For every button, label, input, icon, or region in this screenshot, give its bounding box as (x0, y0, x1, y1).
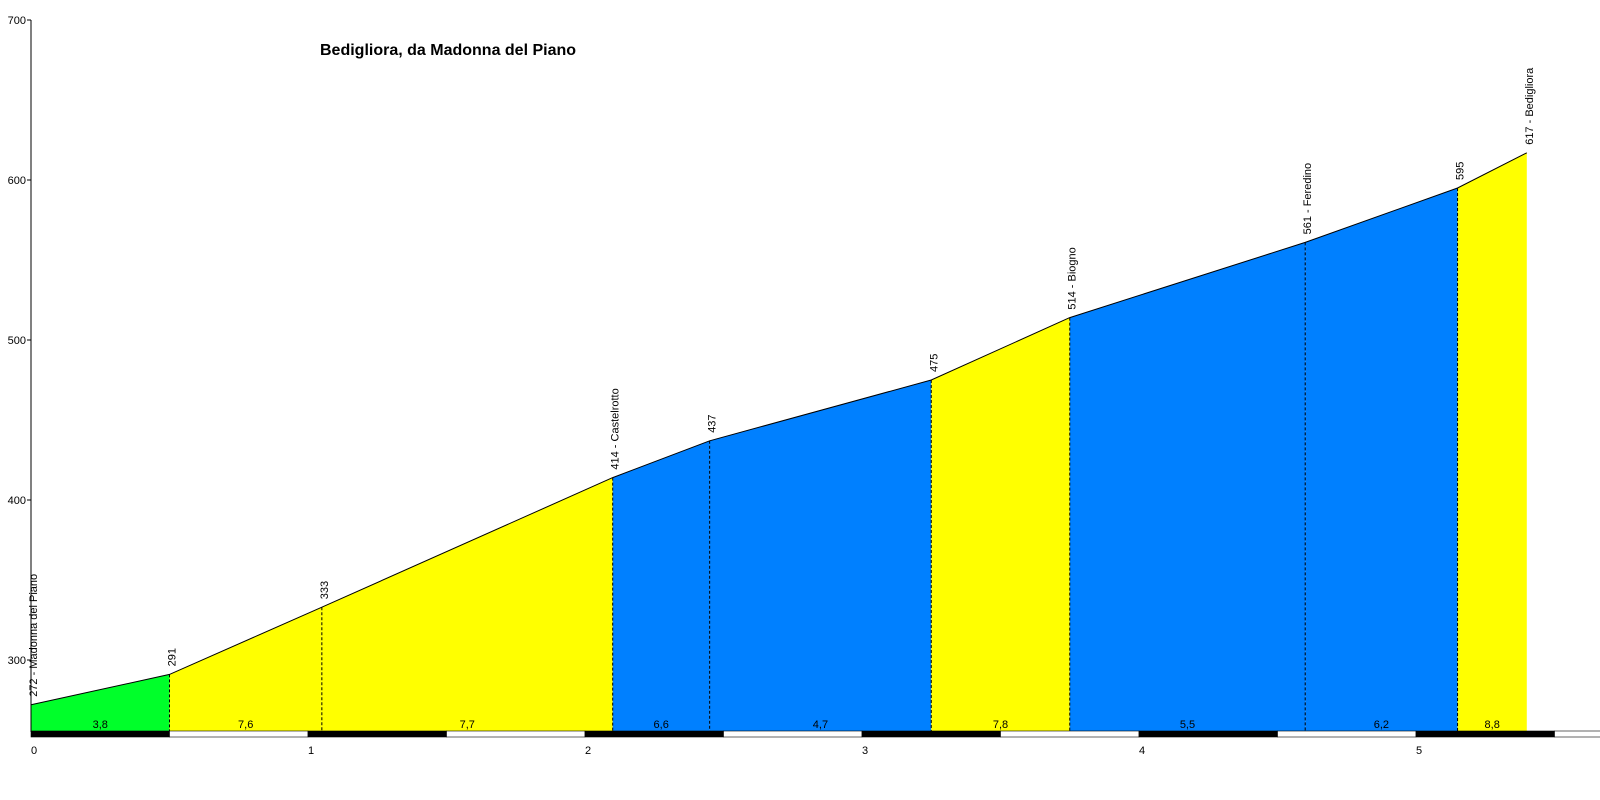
point-label: 272 - Madonna del Piano (28, 574, 40, 697)
segment-area-1 (31, 674, 170, 732)
point-label: 333 (319, 581, 331, 599)
chart-title: Bedigliora, da Madonna del Piano (320, 42, 576, 59)
grade-label: 4,7 (813, 719, 828, 731)
km-bar-block (584, 730, 724, 738)
grade-label: 7,6 (238, 719, 253, 731)
km-bar-block (1554, 730, 1600, 738)
km-bar-block (1138, 730, 1278, 738)
segment-area-3 (321, 477, 613, 732)
grade-label: 6,6 (654, 719, 669, 731)
km-bar-block (307, 730, 447, 738)
y-tick-label: 600 (8, 175, 26, 187)
y-tick-label: 700 (8, 15, 26, 27)
point-label: 475 (928, 354, 940, 372)
y-axis-ticks: 300 400 500 600 700 (8, 15, 31, 667)
grade-label: 7,8 (993, 719, 1008, 731)
point-label: 514 - Biogno (1067, 247, 1079, 309)
km-bar-block (1415, 730, 1555, 738)
grade-labels: 3,8 7,6 7,7 6,6 4,7 7,8 5,5 6,2 8,8 (93, 719, 1500, 731)
segment-areas (31, 152, 1527, 733)
grade-label: 6,2 (1374, 719, 1389, 731)
segment-area-6 (931, 317, 1070, 732)
segment-area-9 (1457, 152, 1527, 733)
km-bar-block (723, 730, 863, 738)
km-bar-block (446, 730, 586, 738)
segment-area-5 (709, 380, 932, 732)
y-tick-label: 300 (8, 655, 26, 667)
segment-area-2 (169, 607, 322, 732)
x-tick-label: 3 (862, 745, 868, 757)
x-tick-label: 0 (31, 745, 37, 757)
x-tick-label: 1 (308, 745, 314, 757)
profile-line (30, 152, 1528, 706)
km-bar-block (1000, 730, 1140, 738)
point-label: 617 - Bedigliora (1524, 67, 1536, 145)
km-bar-block (1277, 730, 1417, 738)
y-tick-label: 400 (8, 495, 26, 507)
point-label: 437 (707, 414, 719, 432)
point-label: 561 - Feredino (1302, 163, 1314, 235)
km-bar-block (861, 730, 1001, 738)
y-tick-label: 500 (8, 335, 26, 347)
km-bar-block (30, 730, 170, 738)
segment-dividers (169, 188, 1459, 732)
x-axis-ticks: 0 1 2 3 4 5 (31, 745, 1422, 757)
grade-label: 5,5 (1180, 719, 1195, 731)
point-label: 595 (1455, 162, 1467, 180)
km-scale-bar (30, 730, 1600, 738)
segment-area-8 (1305, 188, 1458, 732)
segment-area-7 (1069, 242, 1306, 732)
grade-label: 3,8 (93, 719, 108, 731)
km-bar-block (169, 730, 309, 738)
x-tick-label: 2 (585, 745, 591, 757)
x-tick-label: 5 (1416, 745, 1422, 757)
point-labels: 272 - Madonna del Piano 291 333 414 - Caste… (28, 67, 1536, 697)
point-label: 291 (167, 648, 179, 666)
x-tick-label: 4 (1139, 745, 1145, 757)
point-label: 414 - Castelrotto (610, 388, 622, 469)
grade-label: 7,7 (460, 719, 475, 731)
grade-label: 8,8 (1485, 719, 1500, 731)
segment-area-4 (612, 440, 710, 732)
